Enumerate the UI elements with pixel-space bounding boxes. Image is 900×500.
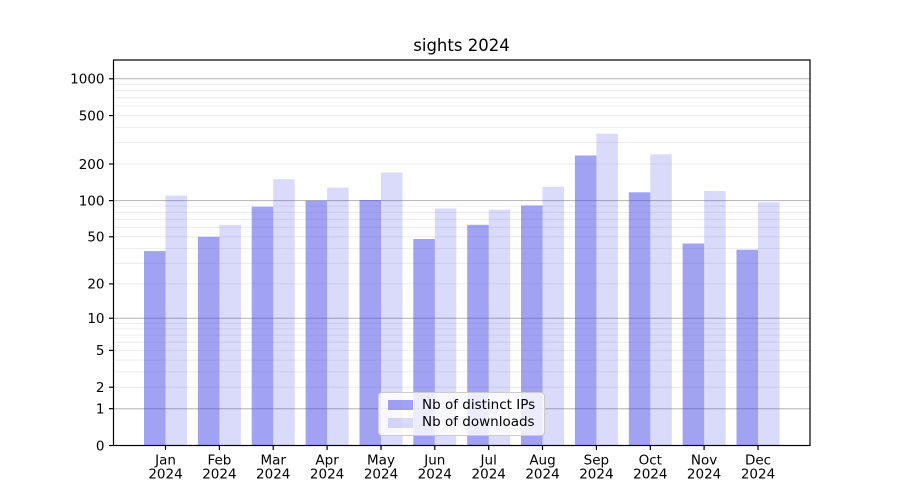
legend-swatch-distinct-ips (388, 400, 413, 411)
y-tick-label: 200 (79, 157, 105, 173)
bar (381, 172, 403, 446)
x-tick-label-month: Jun (423, 453, 445, 469)
bar (596, 133, 618, 446)
y-axis: 0 1 2 5 10 20 50 100 200 500 1000 (70, 72, 114, 454)
x-tick-label-year: 2024 (202, 467, 236, 483)
bar (305, 200, 328, 446)
x-tick-label-month: Dec (745, 453, 771, 469)
x-tick-label-month: Apr (315, 453, 339, 469)
y-tick-label: 20 (87, 277, 104, 293)
y-tick-label: 50 (87, 230, 104, 246)
legend-item-downloads: Nb of downloads (388, 413, 535, 430)
y-tick-label: 0 (96, 438, 105, 454)
bar (434, 208, 457, 446)
chart-title: sights 2024 (413, 36, 510, 55)
y-tick-label: 1 (96, 402, 105, 418)
legend-swatch-downloads (388, 417, 413, 428)
bar (574, 155, 597, 446)
bar (521, 205, 543, 446)
bar (144, 251, 166, 446)
x-tick-label-year: 2024 (310, 467, 344, 483)
bar (758, 202, 780, 446)
bar (165, 195, 187, 446)
series-downloads (165, 133, 780, 446)
x-tick-label-year: 2024 (741, 467, 775, 483)
legend-label-downloads: Nb of downloads (422, 413, 535, 430)
x-tick-label-month: Mar (260, 453, 286, 469)
x-tick-label-month: May (367, 453, 395, 469)
y-tick-label: 500 (79, 108, 105, 124)
x-tick-label-month: Jan (154, 453, 176, 469)
series-distinct-ips (144, 155, 758, 446)
bar (650, 154, 672, 446)
bar (736, 249, 758, 446)
bar (327, 187, 349, 446)
bar (197, 236, 220, 446)
bar (704, 191, 726, 446)
x-tick-label-month: Nov (691, 453, 717, 469)
bar (682, 243, 705, 446)
x-tick-label-year: 2024 (148, 467, 182, 483)
y-tick-label: 10 (87, 311, 104, 327)
x-tick-label-year: 2024 (256, 467, 290, 483)
y-tick-label: 2 (96, 380, 105, 396)
bar (359, 200, 381, 446)
plot-border (112, 59, 811, 447)
bar (542, 186, 564, 446)
legend-label-distinct-ips: Nb of distinct IPs (422, 396, 536, 413)
x-axis: Jan2024Feb2024Mar2024Apr2024May2024Jun20… (148, 445, 775, 483)
legend: Nb of distinct IPs Nb of downloads (378, 392, 545, 436)
bar (251, 206, 274, 446)
y-tick-label: 100 (79, 193, 105, 209)
y-tick-label: 1000 (70, 72, 104, 88)
x-tick-label-month: Oct (639, 453, 662, 469)
bar (628, 192, 651, 446)
x-tick-label-month: Sep (584, 453, 609, 469)
x-tick-label-month: Jul (480, 453, 497, 469)
x-tick-label-year: 2024 (633, 467, 667, 483)
x-tick-label-month: Feb (207, 453, 231, 469)
x-tick-label-year: 2024 (525, 467, 559, 483)
x-tick-label-year: 2024 (418, 467, 452, 483)
x-tick-label-month: Aug (529, 453, 555, 469)
y-tick-label: 5 (96, 343, 105, 359)
bar (467, 224, 489, 446)
bar (219, 224, 241, 446)
legend-item-distinct-ips: Nb of distinct IPs (388, 396, 536, 413)
bar (488, 209, 511, 446)
x-tick-label-year: 2024 (472, 467, 506, 483)
x-tick-label-year: 2024 (687, 467, 721, 483)
x-tick-label-year: 2024 (579, 467, 613, 483)
x-tick-label-year: 2024 (364, 467, 398, 483)
bar (273, 179, 295, 446)
